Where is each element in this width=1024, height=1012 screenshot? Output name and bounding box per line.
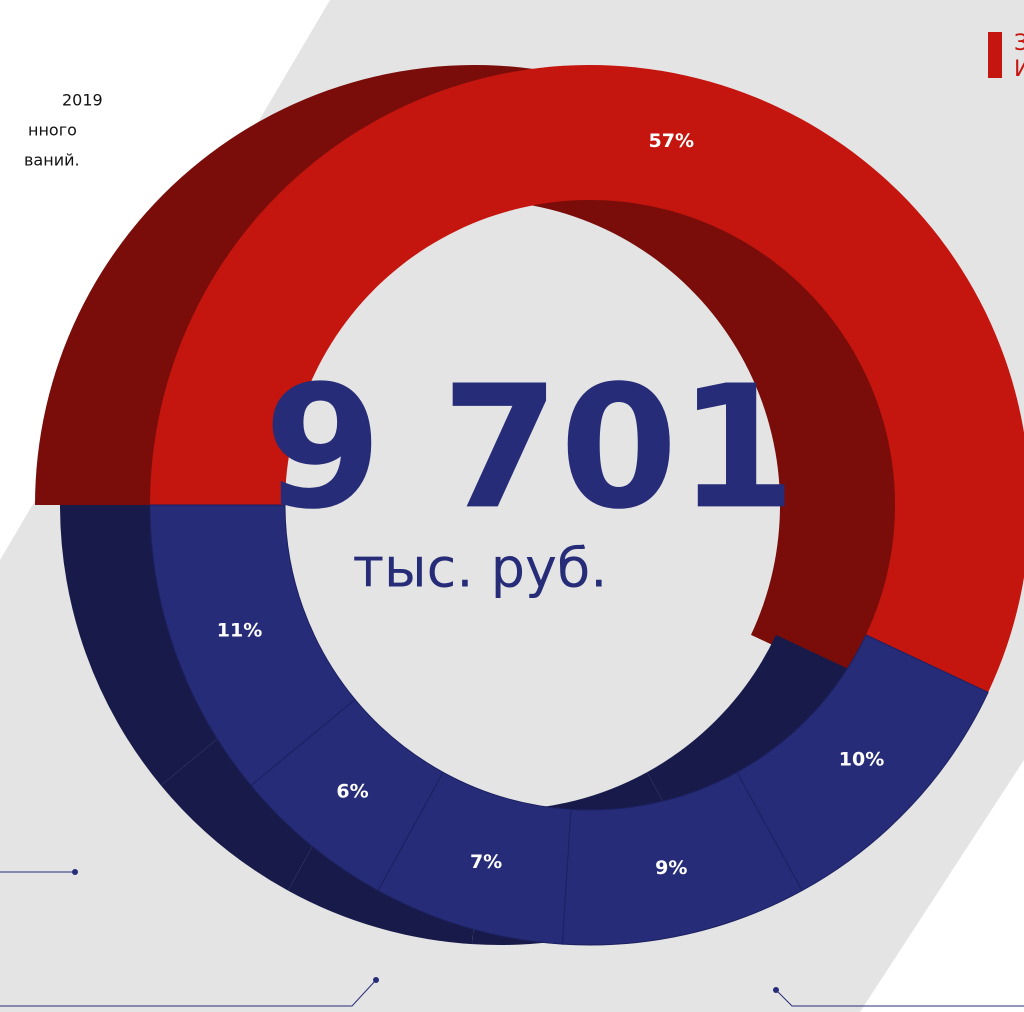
leader-dot	[373, 977, 379, 983]
total-unit: тыс. руб.	[353, 537, 608, 600]
data-label: 6%	[336, 781, 368, 803]
data-label: 9%	[655, 857, 687, 879]
legend-swatch	[988, 32, 1002, 78]
note: ваний.	[24, 151, 80, 170]
data-label: 10%	[839, 748, 884, 770]
data-label: 11%	[217, 620, 262, 642]
leader-line	[0, 979, 377, 1007]
note: 2019	[62, 91, 103, 110]
leader-line	[775, 989, 1024, 1007]
note: нного	[28, 121, 77, 140]
data-label: 57%	[649, 130, 694, 152]
note: И	[1014, 57, 1024, 82]
note: З	[1014, 31, 1024, 56]
segment	[149, 504, 356, 787]
background-stripe	[860, 760, 1024, 1012]
data-label: 7%	[470, 851, 502, 873]
ring	[149, 65, 1024, 946]
total-value: 9 701	[264, 349, 796, 547]
segment	[150, 65, 1024, 693]
leader-dot	[72, 869, 78, 875]
leader-dot	[773, 987, 779, 993]
